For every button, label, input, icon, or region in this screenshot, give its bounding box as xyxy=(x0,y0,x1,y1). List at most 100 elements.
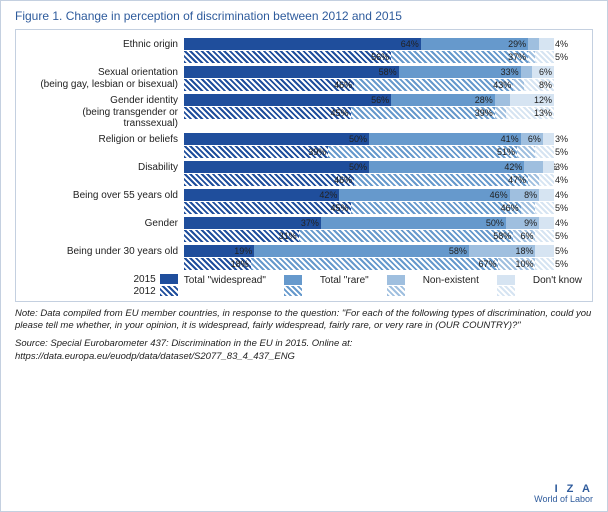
bar-segment: 4% xyxy=(539,189,554,201)
bar-segment: 51% xyxy=(328,146,517,158)
segment-label: 47% xyxy=(508,175,528,185)
note: Note: Data compiled from EU member count… xyxy=(15,308,593,333)
bar-segment: 3% xyxy=(513,79,524,91)
category-label: Religion or beliefs xyxy=(26,133,184,146)
segment-label: 3% xyxy=(554,162,570,172)
segment-label: 42% xyxy=(504,162,524,172)
bar-segment: 39% xyxy=(184,146,328,158)
source-text: : Special Eurobarometer 437: Discriminat… xyxy=(15,338,352,361)
swatch-rare-2015 xyxy=(284,275,302,285)
chart-row: Religion or beliefs50%41%6%3%39%51%5%5% xyxy=(26,133,582,158)
segment-label: 6% xyxy=(528,134,543,144)
bars-column: 58%33%3%6%46%43%3%8% xyxy=(184,66,582,91)
segment-label: 18% xyxy=(515,246,535,256)
iza-logo: I Z A World of Labor xyxy=(534,483,593,505)
bar-segment: 29% xyxy=(421,38,528,50)
bar-segment: 46% xyxy=(184,79,354,91)
bar-segment: 4% xyxy=(521,202,536,214)
bar-segment: 50% xyxy=(184,133,369,145)
segment-label: 43% xyxy=(493,80,513,90)
figure-title: Figure 1. Change in perception of discri… xyxy=(15,9,593,23)
bar-segment: 3% xyxy=(528,174,539,186)
legend-year-2012: 2012 xyxy=(134,286,156,297)
segment-label: 18% xyxy=(231,259,251,269)
bar-line: 56%37%2%5% xyxy=(184,51,554,63)
segment-label: 42% xyxy=(319,190,339,200)
segment-label: 5% xyxy=(554,246,570,256)
bar-segment: 3% xyxy=(528,38,539,50)
bar-segment: 5% xyxy=(535,202,554,214)
segment-label: 46% xyxy=(334,80,354,90)
legend-rare: Total "rare" xyxy=(320,275,369,286)
bar-segment: 39% xyxy=(351,107,495,119)
segment-label: 37% xyxy=(508,52,528,62)
legend-years: 2015 2012 xyxy=(26,274,184,297)
segment-label: 5% xyxy=(554,147,570,157)
bars-column: 50%42%5%3%46%47%3%4% xyxy=(184,161,582,186)
swatch-ne-2015 xyxy=(387,275,405,285)
category-label: Disability xyxy=(26,161,184,174)
chart-box: Ethnic origin64%29%3%4%56%37%2%5%Sexual … xyxy=(15,29,593,302)
bar-segment: 56% xyxy=(184,51,391,63)
segment-label: 56% xyxy=(371,52,391,62)
chart-rows: Ethnic origin64%29%3%4%56%37%2%5%Sexual … xyxy=(26,38,582,270)
segment-label: 4% xyxy=(554,39,570,49)
chart-row: Sexual orientation(being gay, lesbian or… xyxy=(26,66,582,91)
segment-label: 45% xyxy=(330,203,350,213)
segment-label: 39% xyxy=(475,108,495,118)
bar-segment: 37% xyxy=(391,51,528,63)
bar-segment: 56% xyxy=(184,94,391,106)
segment-label: 46% xyxy=(501,203,521,213)
segment-label: 45% xyxy=(330,108,350,118)
bar-segment: 6% xyxy=(532,66,554,78)
segment-label: 12% xyxy=(534,95,554,105)
bar-segment: 33% xyxy=(399,66,521,78)
bar-line: 46% 43%3% 8% xyxy=(184,79,554,91)
swatch-2015 xyxy=(160,274,178,284)
bar-segment: 58% xyxy=(299,230,514,242)
segment-label: 64% xyxy=(401,39,421,49)
bars-column: 50%41%6%3%39%51%5%5% xyxy=(184,133,582,158)
segment-label: 31% xyxy=(279,231,299,241)
segment-label: 67% xyxy=(478,259,498,269)
swatch-2012 xyxy=(160,286,178,296)
bar-segment: 10% xyxy=(498,258,535,270)
bar-segment: 46% xyxy=(184,174,354,186)
segment-label: 8% xyxy=(539,80,554,90)
note-text: : Data compiled from EU member countries… xyxy=(15,308,591,331)
legend-nonexistent: Non-existent xyxy=(423,275,479,286)
segment-label: 4% xyxy=(554,175,570,185)
bar-segment: 5% xyxy=(535,245,554,257)
bar-line: 45% 46%4%5% xyxy=(184,202,554,214)
bar-segment: 43% xyxy=(354,79,513,91)
bars-column: 37%50%9%4%31%58%6%5% xyxy=(184,217,582,242)
swatch-ne-2012 xyxy=(387,286,405,296)
bar-line: 46%47%3%4% xyxy=(184,174,554,186)
segment-label: 5% xyxy=(554,52,570,62)
category-label: Sexual orientation(being gay, lesbian or… xyxy=(26,66,184,90)
bar-segment: 3% xyxy=(543,161,554,173)
category-label: Being under 30 years old xyxy=(26,245,184,258)
chart-row: Gender identity(being transgender or tra… xyxy=(26,94,582,130)
bar-line: 45%39%3%13% xyxy=(184,107,554,119)
bar-segment: 42% xyxy=(369,161,524,173)
segment-label: 6% xyxy=(520,231,535,241)
segment-label: 33% xyxy=(501,67,521,77)
bar-line: 39%51%5%5% xyxy=(184,146,554,158)
segment-label: 58% xyxy=(493,231,513,241)
segment-label: 5% xyxy=(554,259,570,269)
bar-segment: 9% xyxy=(506,217,539,229)
swatch-dk-2012 xyxy=(497,286,515,296)
logo-bottom: World of Labor xyxy=(534,495,593,505)
source-label: Source xyxy=(15,338,45,349)
bar-segment: 18% xyxy=(184,258,251,270)
segment-label: 5% xyxy=(554,231,570,241)
segment-label: 50% xyxy=(486,218,506,228)
chart-row: Gender37%50%9%4%31%58%6%5% xyxy=(26,217,582,242)
segment-label: 58% xyxy=(379,67,399,77)
legend-widespread: Total "widespread" xyxy=(184,275,266,286)
legend: 2015 2012 Total "widespread" Total "rare… xyxy=(26,274,582,297)
segment-label: 50% xyxy=(349,162,369,172)
bar-segment: 3% xyxy=(521,66,532,78)
bar-line: 64%29%3%4% xyxy=(184,38,554,50)
